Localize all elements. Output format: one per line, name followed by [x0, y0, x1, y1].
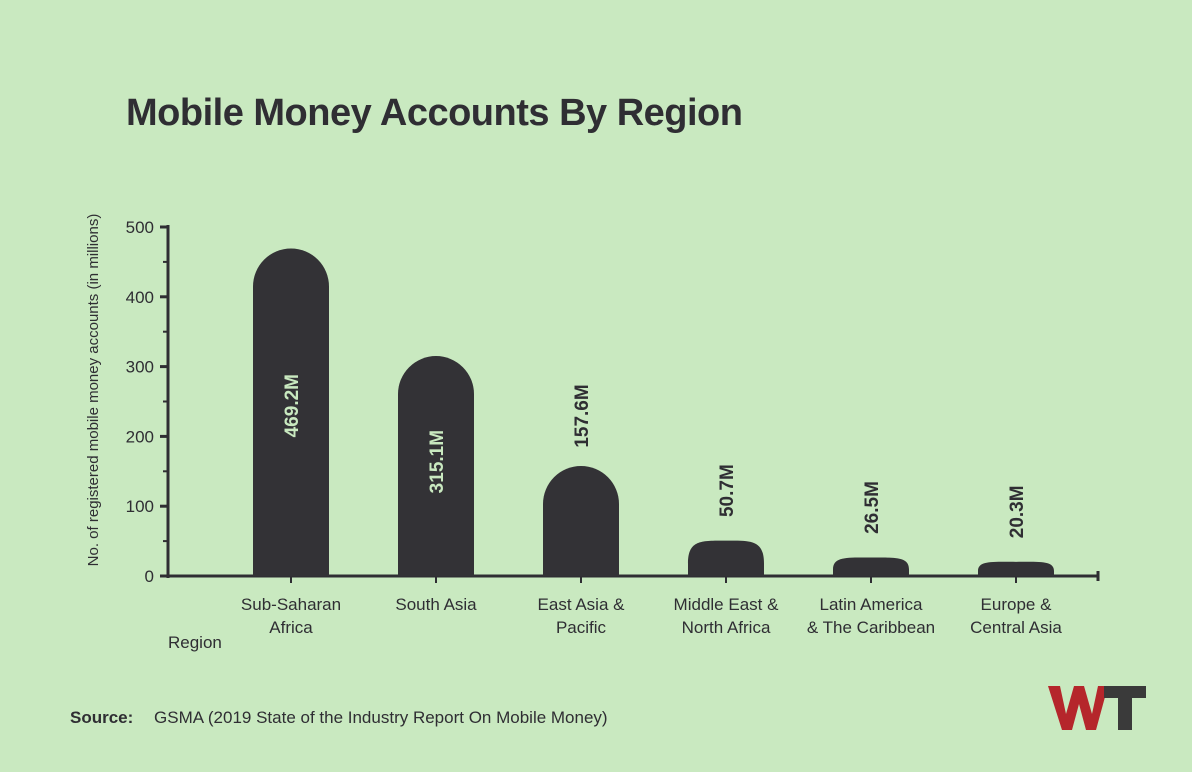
bar-value-label: 469.2M — [282, 374, 303, 437]
logo-w-shape — [1048, 686, 1108, 730]
y-tick-label: 100 — [126, 497, 154, 516]
y-axis-title: No. of registered mobile money accounts … — [85, 214, 102, 567]
y-tick-label: 300 — [126, 358, 154, 377]
bar — [833, 557, 909, 576]
bars — [253, 248, 1054, 576]
category-label: Europe & Central Asia — [970, 595, 1062, 637]
bar-value-label: 157.6M — [572, 384, 593, 447]
category-labels: Sub-Saharan Africa South Asia East Asia & Pa… — [241, 595, 1062, 637]
category-label: East Asia & Pacific — [538, 595, 626, 637]
wt-logo — [1048, 686, 1146, 730]
bar — [253, 248, 329, 576]
y-tick-label: 200 — [126, 427, 154, 446]
category-label: South Asia — [395, 595, 477, 614]
y-tick-label: 500 — [126, 218, 154, 237]
source-note: Source: GSMA (2019 State of the Industry… — [70, 708, 608, 728]
bar — [978, 561, 1054, 576]
category-label: Middle East & North Africa — [674, 595, 780, 637]
bar-value-label: 20.3M — [1007, 485, 1028, 538]
source-text: GSMA (2019 State of the Industry Report … — [154, 708, 608, 727]
logo-t-shape — [1104, 686, 1146, 730]
category-label: Sub-Saharan Africa — [241, 595, 341, 637]
y-tick-label: 400 — [126, 288, 154, 307]
bar — [398, 356, 474, 576]
category-label: Latin America & The Caribbean — [807, 595, 935, 637]
bar — [688, 540, 764, 576]
bar-value-label: 50.7M — [717, 464, 738, 517]
source-label: Source: — [70, 708, 134, 727]
bar-value-label: 26.5M — [862, 481, 883, 534]
chart-title: Mobile Money Accounts By Region — [126, 92, 743, 134]
bar — [543, 465, 619, 576]
bar-value-label: 315.1M — [427, 430, 448, 493]
x-axis-title: Region — [168, 633, 222, 652]
value-labels: 469.2M 315.1M 157.6M 50.7M 26.5M 20.3M — [282, 374, 1028, 538]
bar-chart: 0 100 200 300 400 500 469.2M 315.1M 157.6M 50.7M… — [85, 214, 1100, 652]
y-tick-label: 0 — [145, 567, 154, 586]
y-axis: 0 100 200 300 400 500 — [126, 218, 170, 586]
